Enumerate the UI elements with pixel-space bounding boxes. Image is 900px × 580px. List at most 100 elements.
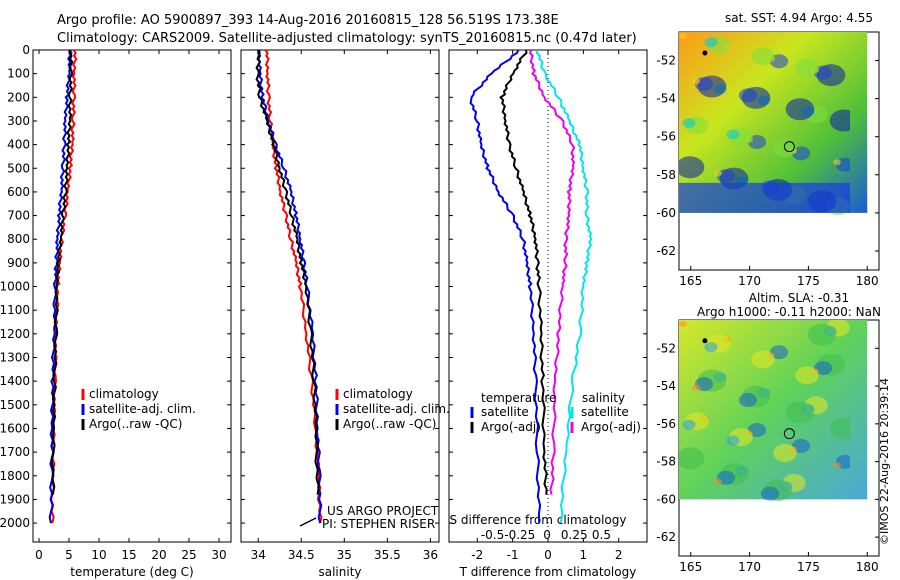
x-tick-label: 1 [580,548,588,562]
cold-band [679,182,850,213]
field-blob [760,486,780,501]
project-annotation-2: PI: STEPHEN RISER [322,517,435,531]
x-tick2-label: -0.25 [504,528,535,542]
field-blob [682,118,696,129]
salinity-series-climatology [264,49,323,524]
field-blob [714,170,722,177]
depth-tick-label: 1200 [0,327,30,341]
x-tick-label: 0 [35,548,43,562]
x-tick-label: 30 [211,548,226,562]
lon-tick-label: 170 [738,274,761,288]
lat-tick-label: -54 [656,92,676,106]
legend-label-satellite: satellite-adj. clim. [89,402,196,416]
temperature-xlabel: temperature (deg C) [70,565,193,579]
field-blob [829,417,850,440]
lon-tick-label: 165 [679,274,702,288]
lon-tick-label: 170 [738,560,761,574]
depth-tick-label: 0 [22,43,30,57]
depth-tick-label: 900 [7,256,30,270]
lat-tick-label: -62 [656,244,676,258]
depth-tick-label: 1000 [0,280,30,294]
differences-xlabel2: S difference from climatology [450,513,627,527]
sla-map: 165 170 175 180 -52 -54 -56 -58 -60 -62 Altim. SLA… [656,291,881,574]
field-blob [773,444,797,463]
lon-tick-label: 180 [856,274,879,288]
sst-map-texture [679,33,850,216]
field-blob [833,159,841,166]
legend-title-temperature: temperature [481,391,556,405]
depth-tick-label: 1500 [0,398,30,412]
sla-map-title: Altim. SLA: -0.31 [749,291,849,305]
x-tick2-label: 0 [543,528,551,542]
x-tick-label: 2 [615,548,623,562]
legend-label-satellite: satellite-adj. clim. [343,402,450,416]
field-blob [679,321,687,327]
x-tick-label: -2 [471,548,483,562]
field-blob [692,384,700,391]
field-blob [751,350,775,369]
field-blob [679,156,705,179]
depth-tick-label: 700 [7,209,30,223]
temperature-axes-frame [32,49,232,543]
depth-tick-label: 1700 [0,445,30,459]
differences-series-satellite [469,49,542,524]
lat-tick-label: -58 [656,455,676,469]
salinity-series-argo [255,49,320,495]
lat-tick-label: -56 [656,417,676,431]
x-tick2-label: 0.25 [561,528,588,542]
field-blob [795,366,819,385]
field-blob [738,88,758,103]
depth-tick-label: 300 [7,114,30,128]
field-blob [785,401,815,424]
differences-series-argo [499,49,548,495]
x-tick-label: 36 [423,548,438,562]
depth-tick-label: 100 [7,67,30,81]
field-blob [807,323,837,346]
field-blob [785,98,815,121]
depth-tick-label: 1100 [0,303,30,317]
field-blob [714,478,722,485]
legend-label-argo: Argo(..raw -QC) [89,417,182,431]
legend-label-argo: Argo(..raw -QC) [343,417,436,431]
x-tick-label: 34.5 [288,548,315,562]
differences-series-salinity_argo [528,49,576,495]
x-tick-label: 10 [91,548,106,562]
salinity-xlabel: salinity [318,565,361,579]
differences-panel: -2 -1 0 1 2 T difference from climatology S di… [448,49,648,579]
depth-tick-label: 400 [7,138,30,152]
legend-label-climatology: climatology [343,387,413,401]
depth-tick-label: 1300 [0,351,30,365]
field-blob [692,78,700,85]
temperature-panel: 0100200300400500600700800900100011001200… [0,43,232,579]
salinity-axes-frame [240,49,440,543]
field-blob [679,447,705,470]
field-blob [726,435,740,446]
field-blob [833,462,841,469]
depth-tick-label: 1400 [0,374,30,388]
depth-tick-label: 500 [7,161,30,175]
x-tick-label: 35.5 [374,548,401,562]
depth-tick-label: 1600 [0,421,30,435]
salinity-panel: 34 34.5 35 35.5 36 salinity climatologysatelli… [240,49,450,579]
x-tick2-label: 0.5 [592,528,611,542]
sst-map: 165 170 175 180 -52 -54 -56 -58 -60 -62 sat. SST: … [656,11,880,288]
x-tick-label: 25 [181,548,196,562]
x-tick2-label: -0.5 [481,528,504,542]
legend-label-satellite: satellite [481,405,529,419]
x-tick-label: 20 [151,548,166,562]
depth-tick-label: 1800 [0,469,30,483]
depth-tick-label: 800 [7,232,30,246]
lon-tick-label: 175 [797,274,820,288]
legend-label-salinity_argo: Argo(-adj) [581,420,641,434]
sla-map-subtitle: Argo h1000: -0.11 h2000: NaN [697,305,881,319]
lon-tick-label: 175 [797,560,820,574]
depth-tick-label: 200 [7,90,30,104]
temperature-series-argo [50,49,74,495]
differences-series-salinity_satellite [535,49,593,524]
legend-label-climatology: climatology [89,387,159,401]
field-blob [751,47,775,66]
x-tick-label: -1 [507,548,519,562]
project-annotation-1: US ARGO PROJECT [327,504,439,518]
credit-text: ©IMOS 22-Aug-2016 20:39:14 [878,378,891,545]
